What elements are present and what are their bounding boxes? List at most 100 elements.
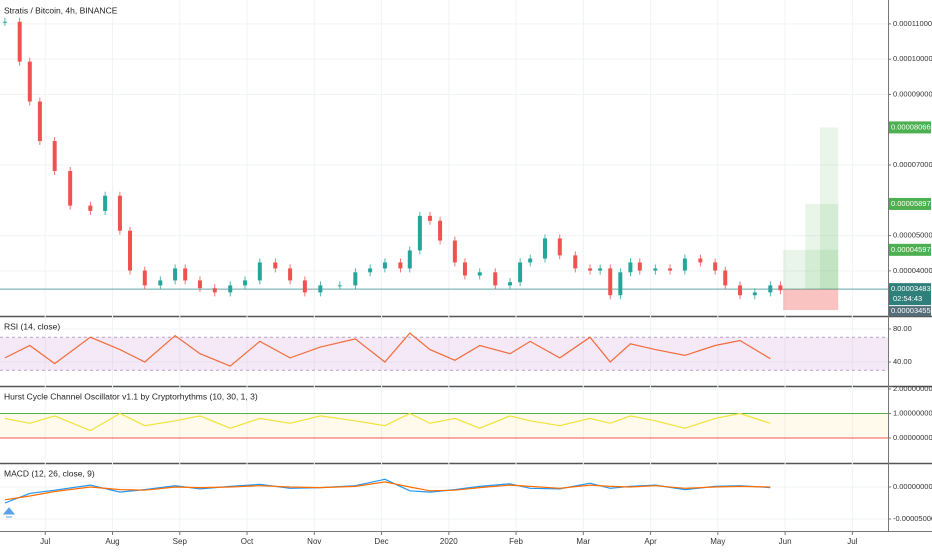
x-tick-label: Mar xyxy=(576,537,590,546)
candle xyxy=(682,258,687,271)
x-tick-label: Jun xyxy=(779,537,792,546)
logo-icon xyxy=(2,507,16,518)
candle xyxy=(698,258,703,263)
y-tick-label: 0.00000000 xyxy=(893,433,932,442)
candle xyxy=(598,268,603,271)
candle xyxy=(768,285,773,293)
target-price-box xyxy=(889,243,931,256)
candle xyxy=(588,268,593,271)
candle xyxy=(557,238,562,256)
candle xyxy=(52,141,57,172)
candle xyxy=(337,285,342,287)
stop-zone xyxy=(783,289,839,311)
target-zone xyxy=(820,127,839,290)
indicator-line xyxy=(4,332,771,367)
y-tick-label: 40.00 xyxy=(893,357,912,366)
candle xyxy=(243,280,248,286)
candle xyxy=(2,21,7,23)
candle xyxy=(752,292,757,296)
candle xyxy=(273,262,278,269)
candle xyxy=(353,272,358,286)
candle xyxy=(573,255,578,269)
x-tick-label: May xyxy=(710,537,725,546)
target-price-label: 0.00005897 xyxy=(891,199,931,208)
candle xyxy=(542,238,547,259)
x-tick-label: 2020 xyxy=(440,537,458,546)
candle xyxy=(653,268,658,271)
y-tick-label: 0.00000000 xyxy=(893,482,932,491)
candle xyxy=(462,262,467,276)
candle xyxy=(318,285,323,293)
y-tick-label: 0.00009000 xyxy=(893,89,932,98)
pane-title: Stratis / Bitcoin, 4h, BINANCE xyxy=(4,5,118,15)
candle xyxy=(228,285,233,293)
target-price-label: 0.00008066 xyxy=(891,122,931,131)
candle xyxy=(37,101,42,142)
rsi-band xyxy=(0,337,888,371)
candle xyxy=(183,268,188,281)
candle xyxy=(618,272,623,296)
candle xyxy=(158,280,163,286)
x-tick-label: Jul xyxy=(847,537,857,546)
candle xyxy=(508,282,513,286)
low-price-box xyxy=(889,306,931,317)
candle xyxy=(407,250,412,269)
last-price-label: 0.00003483 xyxy=(891,284,931,293)
y-tick-label: 2.00000000 xyxy=(893,384,932,393)
candle xyxy=(528,258,533,263)
pane-title: Hurst Cycle Channel Oscillator v1.1 by C… xyxy=(4,391,258,401)
candle xyxy=(173,268,178,281)
target-zone xyxy=(783,249,839,290)
y-tick-label: 0.00005000 xyxy=(893,231,932,240)
indicator-line xyxy=(4,481,771,501)
y-tick-label: 1.00000000 xyxy=(893,408,932,417)
x-tick-label: Sep xyxy=(173,537,188,546)
candle xyxy=(368,268,373,273)
candle xyxy=(713,262,718,271)
candle xyxy=(88,205,93,211)
x-tick-label: Aug xyxy=(105,537,119,546)
indicator-line xyxy=(4,412,771,432)
candle xyxy=(518,262,523,283)
candle xyxy=(628,262,633,273)
candle xyxy=(668,268,673,271)
candle xyxy=(608,268,613,296)
y-tick-label: 0.00011000 xyxy=(893,19,932,28)
candle xyxy=(27,61,32,102)
candle xyxy=(778,285,783,291)
candle xyxy=(128,230,133,271)
y-tick-label: -0.00005000 xyxy=(893,514,932,523)
target-price-box xyxy=(889,121,931,134)
x-tick-label: Apr xyxy=(644,537,657,546)
pane-title: MACD (12, 26, close, 9) xyxy=(4,468,95,478)
target-price-label: 0.00004597 xyxy=(891,245,931,254)
candle xyxy=(17,21,22,62)
candle xyxy=(197,280,202,289)
candle xyxy=(142,270,147,286)
candle xyxy=(477,272,482,276)
low-price-label: 0.00003455 xyxy=(891,306,931,315)
countdown-label: 02:54:43 xyxy=(893,294,922,303)
y-tick-label: 0.00010000 xyxy=(893,54,932,63)
channel-fill xyxy=(0,413,888,438)
target-price-box xyxy=(889,197,931,210)
candle xyxy=(212,288,217,293)
candle xyxy=(452,240,457,263)
candle xyxy=(257,262,262,281)
last-price-box xyxy=(889,283,931,306)
y-tick-label: 0.00004000 xyxy=(893,266,932,275)
y-tick-label: 80.00 xyxy=(893,324,912,333)
candle xyxy=(302,280,307,293)
candle xyxy=(637,262,642,271)
candle xyxy=(417,215,422,251)
candle xyxy=(398,262,403,269)
candle xyxy=(288,268,293,281)
candle xyxy=(68,171,73,206)
candle xyxy=(427,215,432,221)
candle xyxy=(117,195,122,231)
x-tick-label: Nov xyxy=(307,537,321,546)
pane-title: RSI (14, close) xyxy=(4,321,60,331)
candle xyxy=(103,195,108,211)
x-tick-label: Oct xyxy=(241,537,254,546)
